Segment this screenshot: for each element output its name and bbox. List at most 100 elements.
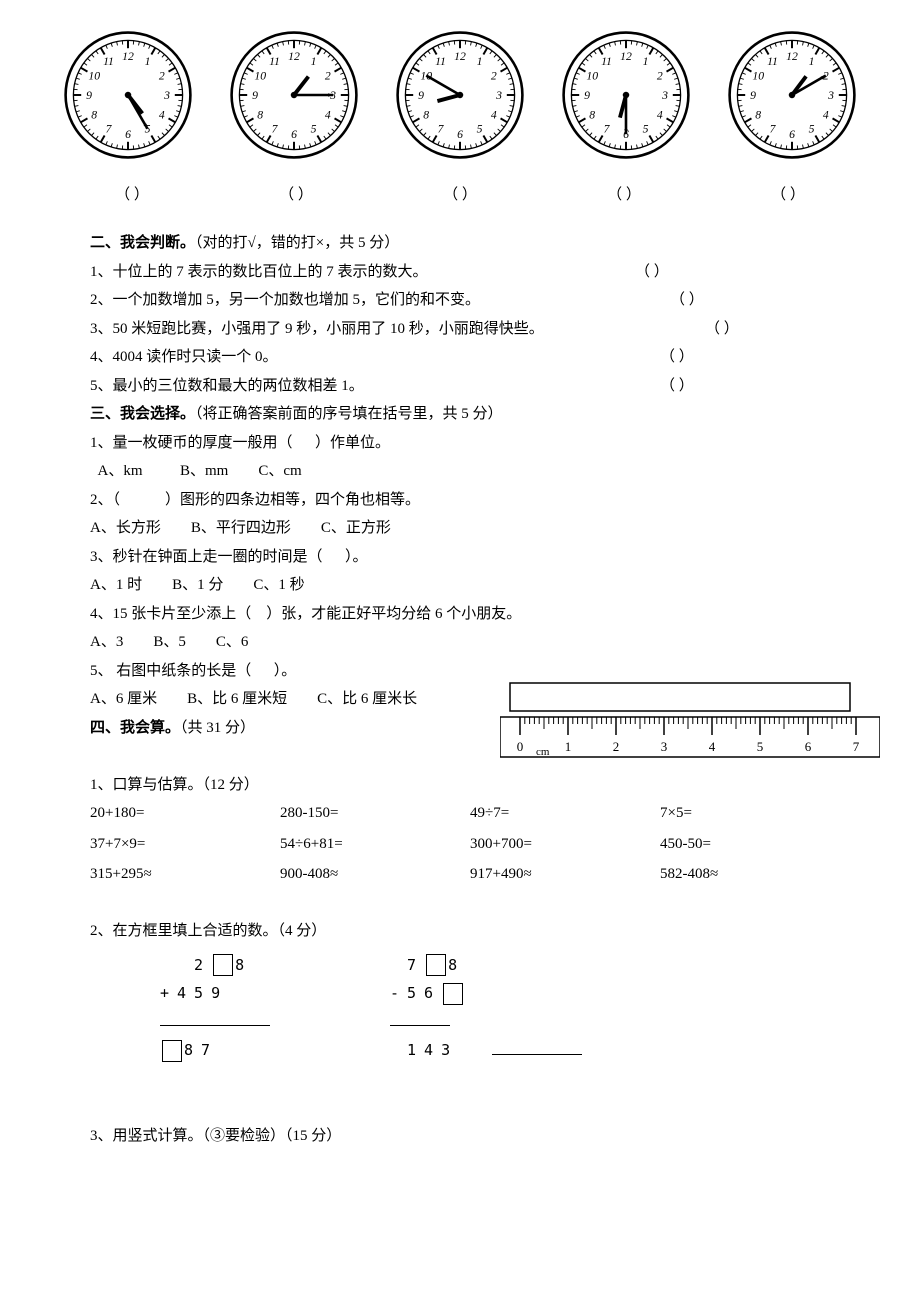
section-2: 二、我会判断。（对的打√，错的打×，共 5 分） 1、十位上的 7 表示的数比百… — [90, 229, 850, 400]
clock-answers-row: （ ） （ ） （ ） （ ） （ ） — [50, 181, 870, 210]
clock-1: 123456789101112 — [63, 30, 193, 171]
clock-answer-3[interactable]: （ ） — [395, 181, 525, 210]
svg-text:1: 1 — [643, 55, 649, 68]
svg-text:cm: cm — [536, 746, 550, 758]
svg-text:3: 3 — [661, 739, 668, 754]
judge-text: 4、4004 读作时只读一个 0。 — [90, 349, 278, 365]
svg-text:5: 5 — [643, 123, 649, 136]
clock-answer-5[interactable]: （ ） — [723, 181, 853, 210]
clock-answer-2[interactable]: （ ） — [231, 181, 361, 210]
svg-text:8: 8 — [91, 108, 97, 121]
svg-text:12: 12 — [620, 50, 632, 63]
section-4-sub1-title: 1、口算与估算。（12 分） — [90, 771, 850, 800]
judge-text: 2、一个加数增加 5，另一个加数也增加 5，它们的和不变。 — [90, 292, 480, 308]
section-2-subtitle: （对的打√，错的打×，共 5 分） — [195, 235, 399, 251]
section-2-title: 二、我会判断。 — [90, 235, 195, 251]
svg-text:12: 12 — [122, 50, 134, 63]
judge-text: 5、最小的三位数和最大的两位数相差 1。 — [90, 378, 364, 394]
svg-text:6: 6 — [805, 739, 812, 754]
section-4-title: 四、我会算。 — [90, 720, 180, 736]
svg-text:4: 4 — [325, 108, 331, 121]
fill-box[interactable] — [426, 954, 446, 976]
judge-item-5: 5、最小的三位数和最大的两位数相差 1。 （ ） — [90, 372, 850, 401]
svg-text:8: 8 — [423, 108, 429, 121]
clock-answer-4[interactable]: （ ） — [559, 181, 689, 210]
svg-text:10: 10 — [254, 69, 266, 82]
calc-table: 20+180=280-150=49÷7=7×5=37+7×9=54÷6+81=3… — [90, 799, 850, 889]
clocks-row: 123456789101112 123456789101112 12345678… — [50, 30, 870, 171]
choice-opts-4: A、3 B、5 C、6 — [90, 628, 850, 657]
fillbox-row: 28 +459 87 78 -56 143 — [160, 951, 850, 1065]
svg-text:12: 12 — [786, 50, 798, 63]
svg-text:6: 6 — [789, 128, 795, 141]
ruler-figure: 01234567cm — [500, 681, 880, 761]
calc-cell-1-2: 300+700= — [470, 830, 660, 859]
svg-text:11: 11 — [767, 55, 778, 68]
judge-item-4: 4、4004 读作时只读一个 0。 （ ） — [90, 343, 850, 372]
svg-text:11: 11 — [601, 55, 612, 68]
svg-text:1: 1 — [477, 55, 483, 68]
choice-opts-2: A、长方形 B、平行四边形 C、正方形 — [90, 514, 850, 543]
svg-text:2: 2 — [491, 69, 497, 82]
svg-text:6: 6 — [291, 128, 297, 141]
clock-answer-1[interactable]: （ ） — [67, 181, 197, 210]
svg-text:4: 4 — [657, 108, 663, 121]
section-4-subtitle: （共 31 分） — [180, 720, 255, 736]
svg-text:1: 1 — [565, 739, 572, 754]
svg-text:11: 11 — [435, 55, 446, 68]
judge-paren[interactable]: （ ） — [660, 372, 694, 401]
calc-cell-0-3: 7×5= — [660, 799, 850, 828]
fill-box[interactable] — [443, 983, 463, 1005]
svg-text:2: 2 — [613, 739, 620, 754]
svg-text:4: 4 — [159, 108, 165, 121]
section-4-sub2-title: 2、在方框里填上合适的数。（4 分） — [90, 917, 850, 946]
judge-paren[interactable]: （ ） — [670, 286, 704, 315]
svg-text:8: 8 — [589, 108, 595, 121]
svg-text:5: 5 — [809, 123, 815, 136]
svg-text:3: 3 — [163, 89, 170, 102]
svg-text:5: 5 — [311, 123, 317, 136]
svg-text:6: 6 — [125, 128, 131, 141]
fill-box[interactable] — [162, 1040, 182, 1062]
fill-box[interactable] — [213, 954, 233, 976]
svg-text:2: 2 — [657, 69, 663, 82]
svg-text:8: 8 — [257, 108, 263, 121]
svg-text:11: 11 — [103, 55, 114, 68]
svg-text:9: 9 — [86, 89, 92, 102]
svg-text:10: 10 — [586, 69, 598, 82]
calc-cell-0-0: 20+180= — [90, 799, 280, 828]
judge-paren[interactable]: （ ） — [705, 315, 739, 344]
clock-3: 123456789101112 — [395, 30, 525, 171]
svg-text:6: 6 — [457, 128, 463, 141]
choice-q-3: 3、秒针在钟面上走一圈的时间是（ ）。 — [90, 543, 850, 572]
svg-text:1: 1 — [311, 55, 317, 68]
calc-cell-1-0: 37+7×9= — [90, 830, 280, 859]
clock-4: 123456789101112 — [561, 30, 691, 171]
choice-opts-1: A、km B、mm C、cm — [90, 457, 850, 486]
calc-cell-0-1: 280-150= — [280, 799, 470, 828]
svg-text:11: 11 — [269, 55, 280, 68]
svg-text:4: 4 — [823, 108, 829, 121]
calc-cell-2-1: 900-408≈ — [280, 860, 470, 889]
clock-5: 123456789101112 — [727, 30, 857, 171]
section-3-title: 三、我会选择。 — [90, 406, 195, 422]
section-3: 三、我会选择。（将正确答案前面的序号填在括号里，共 5 分） 1、量一枚硬币的厚… — [90, 400, 850, 714]
svg-text:1: 1 — [145, 55, 151, 68]
svg-text:8: 8 — [755, 108, 761, 121]
fillbox-problem-2: 78 -56 143 — [390, 951, 582, 1065]
svg-text:1: 1 — [809, 55, 815, 68]
calc-cell-1-3: 450-50= — [660, 830, 850, 859]
svg-text:9: 9 — [750, 89, 756, 102]
svg-text:4: 4 — [491, 108, 497, 121]
svg-text:0: 0 — [517, 739, 524, 754]
svg-text:9: 9 — [418, 89, 424, 102]
judge-paren[interactable]: （ ） — [660, 343, 694, 372]
svg-text:7: 7 — [853, 739, 860, 754]
svg-text:3: 3 — [827, 89, 834, 102]
choice-opts-3: A、1 时 B、1 分 C、1 秒 — [90, 571, 850, 600]
judge-item-1: 1、十位上的 7 表示的数比百位上的 7 表示的数大。（ ） — [90, 258, 850, 287]
judge-paren[interactable]: （ ） — [635, 258, 669, 287]
svg-text:12: 12 — [288, 50, 300, 63]
svg-text:9: 9 — [584, 89, 590, 102]
main-content: 二、我会判断。（对的打√，错的打×，共 5 分） 1、十位上的 7 表示的数比百… — [50, 229, 870, 1150]
